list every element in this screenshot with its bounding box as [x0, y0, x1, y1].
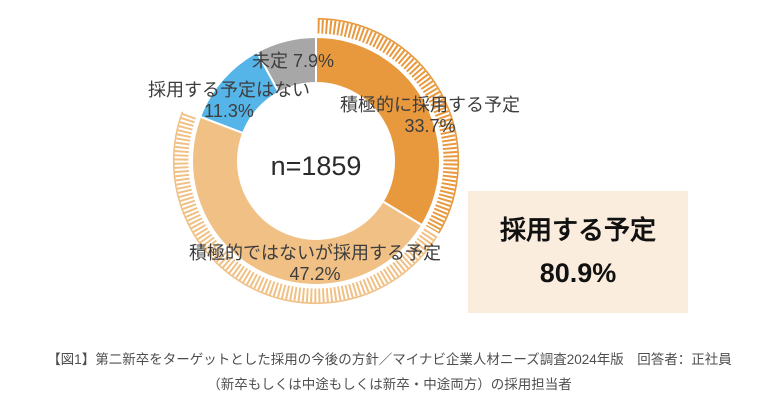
donut-segment	[191, 115, 424, 286]
donut-chart	[172, 17, 460, 305]
segment-label-no-plan: 採用する予定はない 11.3%	[148, 80, 310, 122]
hatch-ring-edge	[172, 111, 438, 305]
segment-label-active-hire: 積極的に採用する予定 33.7%	[340, 95, 520, 137]
segment-label-text: 未定	[251, 51, 288, 71]
highlight-box: 採用する予定 80.9%	[468, 191, 688, 313]
donut-segment	[255, 35, 317, 94]
donut-segments	[191, 35, 441, 286]
hatch-ring-stripes	[174, 112, 437, 303]
segment-label-text: 採用する予定はない	[148, 80, 310, 100]
highlight-percentage: 80.9%	[539, 258, 617, 288]
segment-label-passive-hire: 積極的ではないが採用する予定 47.2%	[189, 243, 441, 285]
donut-hatch-ring	[172, 17, 460, 305]
segment-label-text: 積極的に採用する予定	[340, 95, 520, 115]
segment-label-undecided: 未定 7.9%	[252, 51, 334, 72]
hatch-ring-stripes	[317, 19, 458, 233]
segment-label-pct: 7.9%	[292, 51, 335, 71]
caption-line-2: （新卒もしくは中途もしくは新卒・中途両方）の採用担当者	[207, 377, 572, 392]
segment-label-pct: 47.2%	[289, 264, 341, 284]
caption-line-1: 【図1】第二新卒をターゲットとした採用の今後の方針／マイナビ企業人材ニーズ調査2…	[47, 352, 732, 367]
segment-label-pct: 33.7%	[404, 116, 456, 136]
figure-caption: 【図1】第二新卒をターゲットとした採用の今後の方針／マイナビ企業人材ニーズ調査2…	[0, 347, 779, 397]
donut-segment	[315, 35, 441, 227]
hatch-ring-edge	[317, 17, 460, 234]
highlight-label: 採用する予定	[499, 215, 656, 245]
sample-size-label: n=1859	[270, 151, 362, 181]
segment-label-pct: 11.3%	[204, 101, 254, 121]
segment-label-text: 積極的ではないが採用する予定	[189, 243, 441, 263]
